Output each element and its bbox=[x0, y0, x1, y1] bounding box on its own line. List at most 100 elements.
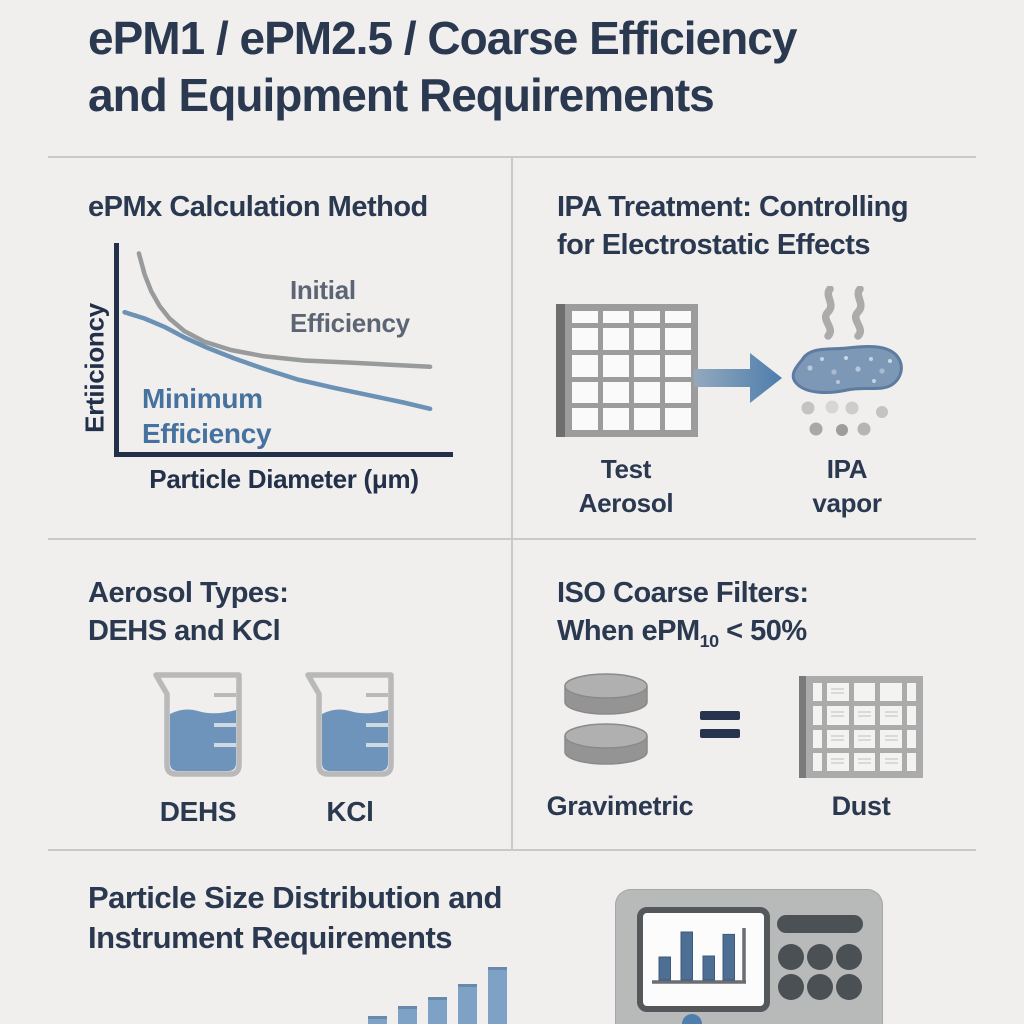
test-aerosol-line1: Test bbox=[600, 454, 652, 484]
psd-title-line1: Particle Size Distribution and bbox=[88, 880, 502, 915]
instrument-button bbox=[836, 974, 862, 1000]
grid-cell bbox=[880, 683, 902, 702]
instrument-button bbox=[778, 944, 804, 970]
grid-cell bbox=[880, 752, 902, 771]
minimum-efficiency-line1: Minimum bbox=[142, 383, 263, 414]
coarse-title-line1: ISO Coarse Filters: bbox=[557, 577, 809, 609]
minimum-efficiency-label: Minimum Efficiency bbox=[142, 381, 272, 451]
psd-title-line2: Instrument Requirements bbox=[88, 920, 453, 955]
grid-cell bbox=[634, 408, 660, 430]
epmx-y-axis-label: Ertiicioncy bbox=[79, 303, 110, 433]
grid-cell bbox=[572, 311, 598, 323]
test-aerosol-label: Test Aerosol bbox=[548, 452, 704, 520]
grid-cell bbox=[603, 381, 629, 404]
grid-cell bbox=[827, 752, 849, 771]
initial-efficiency-line2: Efficiency bbox=[290, 308, 410, 338]
grid-cell bbox=[603, 328, 629, 350]
grid-cell bbox=[665, 381, 691, 404]
grid-cell bbox=[827, 683, 849, 702]
grid-cell bbox=[853, 752, 876, 771]
ipa-title-line2: for Electrostatic Effects bbox=[557, 229, 871, 261]
psd-bar bbox=[398, 1006, 417, 1024]
divider-bottom bbox=[48, 849, 976, 851]
instrument-button bbox=[836, 944, 862, 970]
grid-cell bbox=[603, 408, 629, 430]
grid-cell bbox=[853, 729, 876, 748]
epmx-x-axis bbox=[114, 452, 453, 457]
test-aerosol-line2: Aerosol bbox=[578, 488, 674, 518]
beaker-icon bbox=[305, 672, 394, 777]
grid-cell bbox=[813, 729, 822, 748]
clipped-blue-dot bbox=[682, 1014, 702, 1024]
instrument-keypad bbox=[778, 944, 865, 1004]
divider-top bbox=[48, 156, 976, 158]
steam-icon bbox=[822, 286, 865, 340]
grid-cell bbox=[572, 328, 598, 350]
kcl-label: KCl bbox=[326, 796, 374, 827]
grid-cell bbox=[880, 729, 902, 748]
epmx-curves-svg bbox=[122, 251, 433, 412]
grid-cell bbox=[665, 408, 691, 430]
grid-cell bbox=[572, 408, 598, 430]
ipa-title-line1: IPA Treatment: Controlling bbox=[557, 191, 909, 223]
psd-bar bbox=[458, 984, 477, 1024]
minimum-efficiency-line2: Efficiency bbox=[142, 418, 272, 449]
gravimetric-label: Gravimetric bbox=[546, 791, 694, 821]
grid-cell bbox=[813, 683, 822, 702]
grid-cell bbox=[880, 706, 902, 725]
grid-cell bbox=[634, 311, 660, 323]
arrow-right-icon bbox=[694, 353, 782, 403]
beaker-icon bbox=[153, 672, 242, 777]
equals-icon bbox=[700, 711, 740, 738]
grid-cell bbox=[827, 729, 849, 748]
ipa-vapor-blob-icon bbox=[791, 344, 903, 436]
page-title-line1: ePM1 / ePM2.5 / Coarse Efficiency bbox=[88, 12, 797, 64]
ipa-panel-title: IPA Treatment: Controlling for Electrost… bbox=[557, 188, 909, 264]
coarse-title-subscript: 10 bbox=[699, 630, 720, 651]
page-title-line2: and Equipment Requirements bbox=[88, 69, 715, 121]
grid-cell bbox=[603, 354, 629, 377]
grid-cell bbox=[906, 729, 916, 748]
grid-cell bbox=[906, 752, 916, 771]
coarse-title-prefix: When ePM bbox=[557, 615, 700, 647]
grid-cell bbox=[634, 328, 660, 350]
grid-cell bbox=[665, 354, 691, 377]
grid-cell bbox=[572, 381, 598, 404]
divider-vertical bbox=[511, 158, 513, 849]
epmx-y-axis bbox=[114, 243, 119, 457]
initial-efficiency-label: Initial Efficiency bbox=[290, 274, 410, 340]
instrument-screen bbox=[637, 907, 770, 1012]
grid-cell bbox=[813, 706, 822, 725]
grid-cell bbox=[572, 354, 598, 377]
initial-efficiency-line1: Initial bbox=[290, 275, 356, 305]
coarse-panel-title: ISO Coarse Filters: When ePM10 < 50% bbox=[557, 574, 809, 660]
grid-cell bbox=[813, 752, 822, 771]
grid-cell bbox=[634, 381, 660, 404]
dust-filter-panel-icon bbox=[799, 676, 923, 778]
aerosol-panel-title: Aerosol Types: DEHS and KCl bbox=[88, 574, 289, 650]
instrument-button bbox=[807, 974, 833, 1000]
epmx-x-axis-label: Particle Diameter (μm) bbox=[149, 464, 419, 494]
grid-cell bbox=[853, 683, 876, 702]
instrument-button bbox=[807, 944, 833, 970]
grid-cell bbox=[603, 311, 629, 323]
aerosol-title-line2: DEHS and KCl bbox=[88, 615, 281, 647]
coarse-title-suffix: < 50% bbox=[718, 615, 807, 647]
psd-bar-chart bbox=[368, 967, 507, 1024]
grid-cell bbox=[906, 706, 916, 725]
aerosol-title-line1: Aerosol Types: bbox=[88, 577, 289, 609]
coarse-title-line2: When ePM10 < 50% bbox=[557, 615, 807, 651]
grid-cell bbox=[853, 706, 876, 725]
filter-grid-icon bbox=[556, 304, 698, 437]
grid-cell bbox=[665, 328, 691, 350]
psd-panel-title: Particle Size Distribution and Instrumen… bbox=[88, 878, 502, 958]
dehs-label: DEHS bbox=[159, 796, 237, 827]
ipa-vapor-line1: IPA bbox=[826, 454, 868, 484]
particle-counter-icon bbox=[615, 889, 883, 1024]
grid-cell bbox=[906, 683, 916, 702]
grid-cell bbox=[827, 706, 849, 725]
instrument-button bbox=[778, 974, 804, 1000]
ipa-vapor-label: IPA vapor bbox=[786, 452, 908, 520]
ipa-vapor-line2: vapor bbox=[812, 488, 882, 518]
psd-bar bbox=[488, 967, 507, 1024]
